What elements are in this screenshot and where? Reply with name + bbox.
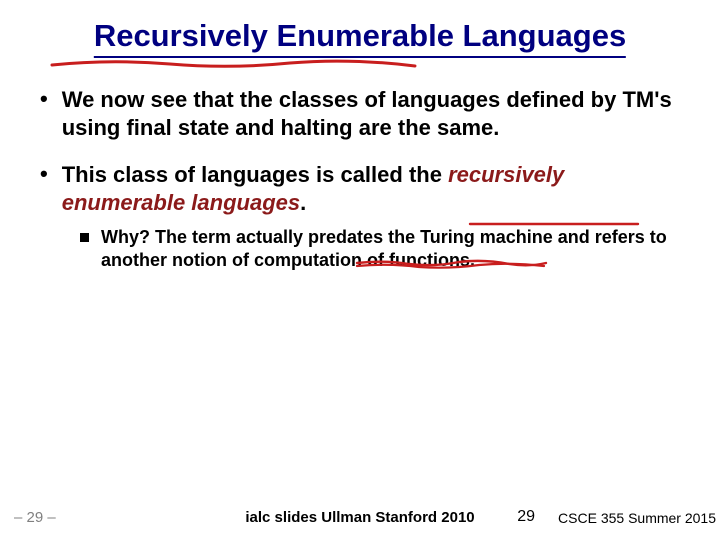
bullet-suffix: . (300, 190, 306, 215)
footer-page-dash: – 29 – (14, 509, 56, 526)
footer-page-number: 29 (517, 508, 535, 526)
sub-text: Why? The term actually predates the Turi… (101, 226, 690, 273)
bullet-marker-icon: • (40, 161, 48, 216)
bullet-text: This class of languages is called the re… (62, 161, 690, 216)
footer-course: CSCE 355 Summer 2015 (558, 510, 716, 526)
bullet-text: We now see that the classes of languages… (62, 86, 690, 141)
bullet-item: • We now see that the classes of languag… (40, 86, 690, 141)
bullet-item: • This class of languages is called the … (40, 161, 690, 273)
bullet-marker-icon: • (40, 86, 48, 141)
annotation-title-underline (50, 58, 420, 72)
footer-source: ialc slides Ullman Stanford 2010 (245, 509, 474, 526)
bullet-prefix: This class of languages is called the (62, 162, 448, 187)
bullet-list: • We now see that the classes of languag… (30, 86, 690, 273)
slide: Recursively Enumerable Languages • We no… (0, 0, 720, 540)
sub-list: Why? The term actually predates the Turi… (40, 226, 690, 273)
sub-marker-icon (80, 233, 89, 242)
slide-title: Recursively Enumerable Languages (94, 18, 626, 58)
sub-item: Why? The term actually predates the Turi… (80, 226, 690, 273)
